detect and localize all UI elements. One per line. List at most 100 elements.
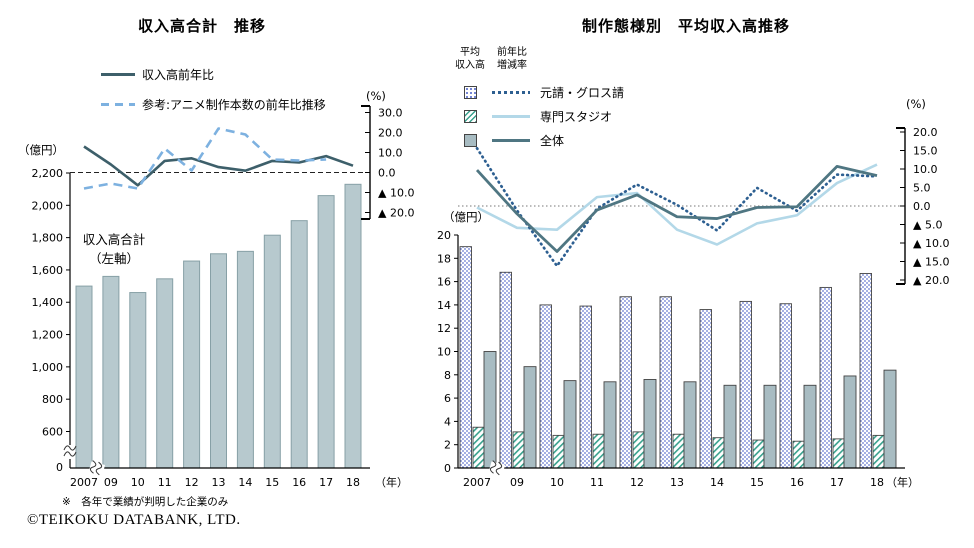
right-y-tick-label: 0	[444, 462, 451, 475]
bar-motouke-gross-10	[539, 304, 552, 469]
senmon-studio-line-swatch	[492, 115, 530, 118]
left-x-year-label: 10	[131, 476, 145, 489]
left-y-tick-label: 1,400	[32, 296, 64, 309]
motouke-gross-line-swatch	[492, 91, 530, 94]
left-y-zero-label: 0	[56, 461, 63, 474]
right-x-year-label: 15	[750, 476, 764, 489]
total-revenue-bar-13	[210, 253, 227, 469]
motouke-gross-label: 元請・グロス請	[540, 86, 625, 100]
total-revenue-bar-11	[156, 278, 174, 469]
bar-zentai-10	[563, 380, 577, 469]
left-chart-legend: 収入高前年比 参考:アニメ制作本数の前年比推移	[101, 66, 326, 126]
zentai-line	[475, 165, 878, 253]
left-x-year-label: 14	[238, 476, 252, 489]
left-x-year-label: 18	[346, 476, 360, 489]
right-y-tick-label: 18	[437, 252, 451, 265]
bar-motouke-gross-13	[659, 296, 672, 469]
right-y-tick-label: 8	[444, 369, 451, 382]
right-pct-tick-label: 10.0	[913, 163, 938, 176]
bar-motouke-gross-18	[859, 272, 872, 469]
zentai-label: 全体	[540, 134, 565, 148]
bar-motouke-gross-16	[779, 303, 792, 469]
total-revenue-bar-15	[263, 234, 281, 469]
motouke-gross-bar-swatch	[463, 86, 477, 99]
right-y-tick-label: 12	[437, 322, 451, 335]
bar-zentai-18	[883, 369, 897, 469]
left-chart-title: 収入高合計 推移	[137, 17, 266, 35]
left-x-year-label: 2007	[70, 476, 98, 489]
revenue-yoy-line-swatch	[101, 73, 135, 76]
right-pct-tick-label: ▲ 5.0	[913, 219, 942, 232]
bar-motouke-gross-12	[619, 296, 632, 469]
bar-senmon-studio-16	[792, 440, 805, 469]
right-x-year-label: 10	[550, 476, 564, 489]
bar-senmon-studio-09	[512, 431, 525, 469]
right-y-tick-label: 20	[437, 229, 451, 242]
right-x-year-label: 11	[590, 476, 604, 489]
bar-senmon-studio-13	[672, 433, 685, 469]
bar-zentai-13	[683, 381, 697, 469]
left-chart-yen-unit-label: （億円）	[18, 143, 64, 157]
right-chart-legend: 平均 収入高 前年比 増減率 元請・グロス請 専門スタジオ 全体	[451, 46, 624, 156]
left-x-year-label: 16	[292, 476, 306, 489]
bar-senmon-studio-10	[552, 434, 565, 469]
right-pct-tick-label: 15.0	[913, 145, 938, 158]
right-pct-tick-label: 0.0	[913, 200, 931, 213]
bar-motouke-gross-15	[739, 300, 752, 469]
right-x-year-label: 09	[510, 476, 524, 489]
bar-senmon-studio-2007	[472, 426, 485, 469]
axis-break-mark	[488, 460, 506, 476]
left-x-year-unit-label: （年）	[375, 475, 408, 489]
bar-zentai-12	[643, 379, 657, 469]
left-x-year-label: 12	[185, 476, 199, 489]
copyright: ©TEIKOKU DATABANK, LTD.	[27, 512, 241, 528]
revenue-yoy-line	[83, 145, 354, 187]
right-y-tick-label: 2	[444, 439, 451, 452]
left-x-year-label: 15	[265, 476, 279, 489]
total-revenue-bar-17	[317, 195, 335, 469]
left-y-tick-label: 1,600	[32, 264, 64, 277]
right-chart-pct-unit-label: (%)	[906, 97, 926, 111]
left-pct-tick-label: ▲ 10.0	[378, 187, 414, 200]
legend-item-revenue-yoy: 収入高前年比	[101, 66, 326, 83]
bar-motouke-gross-14	[699, 309, 712, 469]
motouke-gross-line	[475, 146, 879, 268]
revenue-yoy-line-label: 収入高前年比	[142, 68, 215, 82]
bar-zentai-2007	[483, 351, 497, 469]
right-x-year-label: 12	[630, 476, 644, 489]
total-revenue-bar-10	[129, 292, 147, 469]
bar-senmon-studio-15	[752, 439, 765, 469]
total-revenue-bar-12	[183, 260, 201, 469]
total-revenue-bar-16	[290, 220, 308, 469]
right-x-year-label: 13	[670, 476, 684, 489]
bar-zentai-14	[723, 384, 737, 469]
bar-senmon-studio-17	[832, 438, 845, 469]
bar-senmon-studio-12	[632, 431, 645, 469]
right-pct-tick-label: ▲ 10.0	[913, 237, 949, 250]
bar-zentai-15	[763, 384, 777, 469]
left-y-tick-label: 2,000	[32, 199, 64, 212]
left-y-tick-label: 1,800	[32, 232, 64, 245]
left-y-tick-label: 800	[42, 393, 63, 406]
right-x-year-label: 14	[710, 476, 724, 489]
left-x-year-label: 09	[104, 476, 118, 489]
left-pct-tick-label: 0.0	[378, 167, 396, 180]
left-x-year-label: 13	[212, 476, 226, 489]
anime-titles-yoy-line	[83, 127, 327, 190]
axis-break-mark	[63, 445, 77, 459]
senmon-studio-bar-swatch	[463, 110, 477, 123]
total-revenue-bar-18	[344, 183, 362, 469]
bar-zentai-11	[603, 381, 617, 469]
total-revenue-bar-2007	[75, 285, 93, 469]
right-x-year-label: 17	[830, 476, 844, 489]
left-y-tick-label: 2,200	[32, 167, 64, 180]
bar-senmon-studio-14	[712, 437, 725, 469]
left-pct-tick-label: 20.0	[378, 127, 403, 140]
total-revenue-bar-14	[236, 250, 254, 469]
left-pct-tick-label: 10.0	[378, 147, 403, 160]
right-x-year-label: 16	[790, 476, 804, 489]
right-pct-tick-label: 20.0	[913, 126, 938, 139]
left-x-year-label: 17	[319, 476, 333, 489]
zentai-line-swatch	[492, 139, 530, 142]
